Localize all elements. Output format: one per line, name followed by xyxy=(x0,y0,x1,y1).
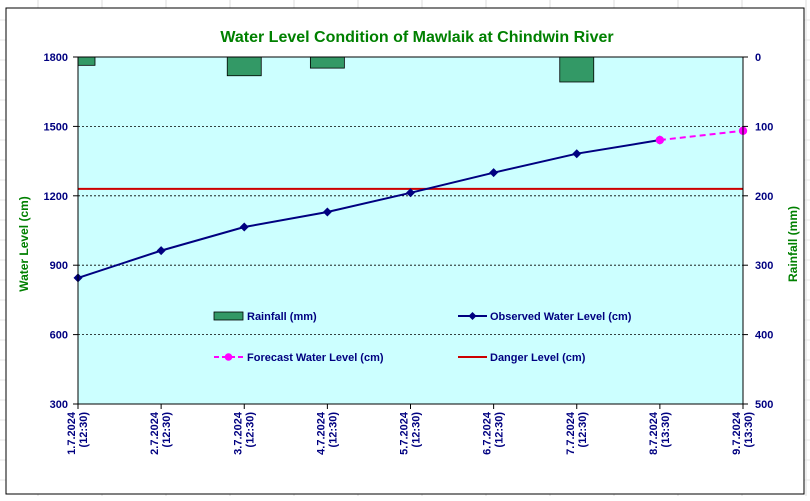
x-tick-label-line: (12:30) xyxy=(577,412,589,448)
x-tick-label: 9.7.2024 (13:30) xyxy=(731,411,755,455)
legend-forecast-marker xyxy=(224,353,233,361)
legend-forecast-label: Forecast Water Level (cm) xyxy=(247,352,384,364)
y2-tick-label: 200 xyxy=(755,191,773,203)
observed-point xyxy=(572,149,582,159)
y-tick-label: 300 xyxy=(50,399,68,411)
x-tick-label-line: (12:30) xyxy=(494,412,506,448)
y-tick-label: 600 xyxy=(50,330,68,342)
legend-rainfall-swatch xyxy=(213,311,244,321)
legend-observed-marker xyxy=(468,312,477,320)
x-tick-label-line: (12:30) xyxy=(411,412,423,448)
plot-area xyxy=(78,57,743,404)
x-tick-label-line: 5.7.2024 xyxy=(399,411,411,455)
x-tick-label: 7.7.2024 (12:30) xyxy=(565,411,589,455)
axes xyxy=(73,56,748,409)
rainfall-bar xyxy=(559,56,595,83)
x-tick-label-line: 2.7.2024 xyxy=(149,411,161,455)
x-tick-label-line: 8.7.2024 xyxy=(648,411,660,455)
observed-point xyxy=(322,207,332,217)
series-markers xyxy=(73,126,748,283)
legend-danger-label: Danger Level (cm) xyxy=(490,352,586,364)
y-tick-label: 1200 xyxy=(44,191,68,203)
x-tick-label-line: (13:30) xyxy=(660,412,672,448)
x-tick-label-line: 3.7.2024 xyxy=(232,411,244,455)
x-tick-label: 5.7.2024 (12:30) xyxy=(399,411,423,455)
y2-tick-label: 0 xyxy=(755,52,761,64)
rainfall-bars xyxy=(77,56,595,83)
x-tick-label-line: (13:30) xyxy=(743,412,755,448)
y2-tick-label: 100 xyxy=(755,121,773,133)
forecast-line xyxy=(659,129,744,142)
x-tick-label: 4.7.2024 (12:30) xyxy=(315,411,339,455)
x-tick-label-line: 9.7.2024 xyxy=(731,411,743,455)
x-tick-label-line: 6.7.2024 xyxy=(482,411,494,455)
rainfall-bar xyxy=(77,56,96,66)
observed-point xyxy=(406,188,415,198)
forecast-point xyxy=(655,135,665,145)
series-lines xyxy=(77,129,744,279)
y-tick-label: 900 xyxy=(50,260,68,272)
left-axis-ticks: 300 600 900 1200 1500 1800 xyxy=(44,52,68,411)
x-tick-label: 1.7.2024 (12:30) xyxy=(66,411,90,455)
legend-observed-label: Observed Water Level (cm) xyxy=(490,311,632,323)
y2-tick-label: 500 xyxy=(755,399,773,411)
x-tick-label-line: (12:30) xyxy=(327,412,339,448)
observed-point xyxy=(156,246,166,256)
y-axis-title: Water Level (cm) xyxy=(17,196,31,292)
y2-tick-label: 300 xyxy=(755,260,773,272)
x-tick-label: 8.7.2024 (13:30) xyxy=(648,411,672,455)
x-tick-label-line: 1.7.2024 xyxy=(66,411,78,455)
y-tick-label: 1800 xyxy=(44,52,68,64)
x-tick-label: 3.7.2024 (12:30) xyxy=(232,411,256,455)
x-tick-label-line: 4.7.2024 xyxy=(315,411,327,455)
y-tick-label: 1500 xyxy=(44,121,68,133)
x-tick-label-line: 7.7.2024 xyxy=(565,411,577,455)
rainfall-bar xyxy=(226,56,262,77)
right-axis-ticks: 0 100 200 300 400 500 xyxy=(755,52,773,411)
observed-point xyxy=(239,222,249,232)
legend-rainfall-label: Rainfall (mm) xyxy=(247,311,317,323)
x-tick-label-line: (12:30) xyxy=(244,412,256,448)
x-tick-label-line: (12:30) xyxy=(161,412,173,448)
legend: Rainfall (mm) Observed Water Level (cm) Fo… xyxy=(213,311,632,364)
x-axis-ticks: 1.7.2024 (12:30) 2.7.2024 (12:30) 3.7.2024 (1… xyxy=(66,411,755,455)
y2-tick-label: 400 xyxy=(755,330,773,342)
observed-point xyxy=(489,168,499,178)
x-tick-label: 6.7.2024 (12:30) xyxy=(482,411,506,455)
x-tick-label-line: (12:30) xyxy=(78,412,90,448)
y2-axis-title: Rainfall (mm) xyxy=(786,206,800,282)
rainfall-bar xyxy=(309,56,345,69)
chart-title: Water Level Condition of Mawlaik at Chin… xyxy=(220,29,613,46)
observed-line xyxy=(77,139,661,279)
x-tick-label: 2.7.2024 (12:30) xyxy=(149,411,173,455)
